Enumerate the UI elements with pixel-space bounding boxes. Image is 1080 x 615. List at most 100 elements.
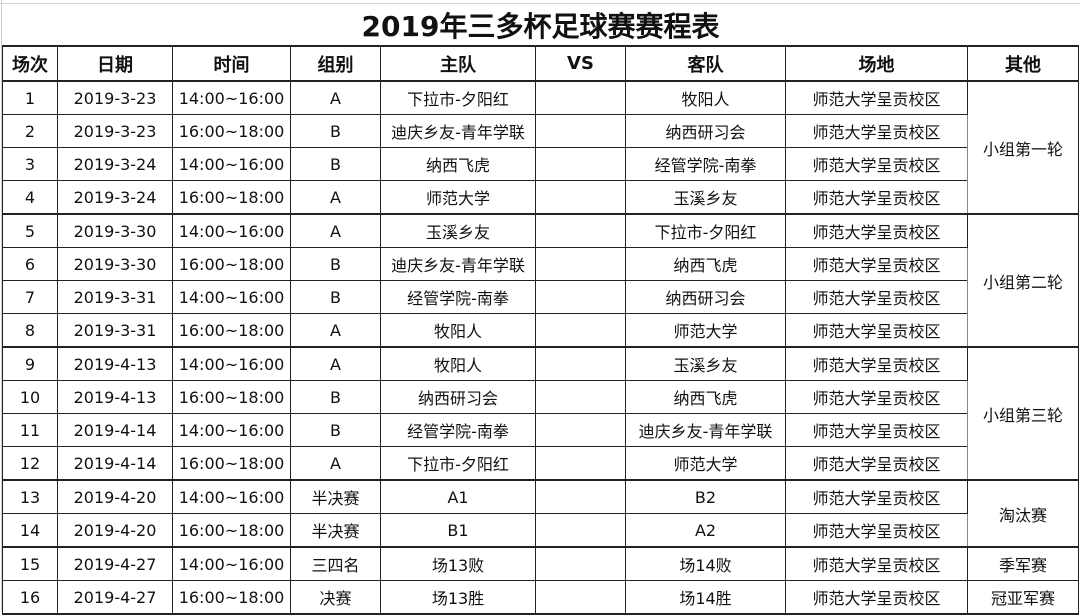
cell-home-team[interactable]: 经管学院-南拳 [380, 413, 536, 447]
cell-other-stage[interactable]: 小组第三轮 [966, 346, 1080, 481]
cell-date[interactable]: 2019-4-13 [57, 346, 173, 381]
cell-venue[interactable]: 师范大学呈贡校区 [785, 147, 968, 181]
cell-venue[interactable]: 师范大学呈贡校区 [785, 446, 968, 481]
cell-venue[interactable]: 师范大学呈贡校区 [785, 213, 968, 248]
cell-match-no[interactable]: 8 [2, 313, 58, 348]
cell-away-team[interactable]: 牧阳人 [625, 80, 786, 115]
cell-venue[interactable]: 师范大学呈贡校区 [785, 380, 968, 414]
cell-vs[interactable] [535, 147, 626, 181]
cell-time[interactable]: 16:00~18:00 [172, 580, 291, 615]
cell-vs[interactable] [535, 513, 626, 548]
cell-away-team[interactable]: 经管学院-南拳 [625, 147, 786, 181]
cell-time[interactable]: 14:00~16:00 [172, 413, 291, 447]
cell-venue[interactable]: 师范大学呈贡校区 [785, 546, 968, 581]
cell-date[interactable]: 2019-3-23 [57, 114, 173, 148]
cell-group[interactable]: B [290, 280, 381, 314]
cell-other-stage[interactable]: 季军赛 [966, 546, 1080, 581]
cell-group[interactable]: 半决赛 [290, 479, 381, 514]
cell-venue[interactable]: 师范大学呈贡校区 [785, 80, 968, 115]
cell-venue[interactable]: 师范大学呈贡校区 [785, 313, 968, 348]
cell-other-stage[interactable]: 淘汰赛 [966, 479, 1080, 548]
cell-time[interactable]: 14:00~16:00 [172, 479, 291, 514]
cell-venue[interactable]: 师范大学呈贡校区 [785, 247, 968, 281]
cell-vs[interactable] [535, 546, 626, 581]
cell-away-team[interactable]: 玉溪乡友 [625, 180, 786, 215]
cell-date[interactable]: 2019-3-24 [57, 180, 173, 215]
header-match-no[interactable]: 场次 [2, 45, 58, 82]
cell-match-no[interactable]: 15 [2, 546, 58, 581]
cell-time[interactable]: 16:00~18:00 [172, 513, 291, 548]
cell-time[interactable]: 16:00~18:00 [172, 446, 291, 481]
cell-vs[interactable] [535, 446, 626, 481]
cell-vs[interactable] [535, 313, 626, 348]
cell-match-no[interactable]: 14 [2, 513, 58, 548]
cell-home-team[interactable]: 牧阳人 [380, 313, 536, 348]
cell-other-stage[interactable]: 冠亚军赛 [966, 580, 1080, 615]
cell-time[interactable]: 16:00~18:00 [172, 180, 291, 215]
cell-home-team[interactable]: A1 [380, 479, 536, 514]
cell-group[interactable]: B [290, 147, 381, 181]
cell-away-team[interactable]: 玉溪乡友 [625, 346, 786, 381]
cell-home-team[interactable]: 纳西研习会 [380, 380, 536, 414]
cell-away-team[interactable]: A2 [625, 513, 786, 548]
cell-home-team[interactable]: 场13胜 [380, 580, 536, 615]
header-vs[interactable]: VS [535, 45, 626, 82]
cell-match-no[interactable]: 6 [2, 247, 58, 281]
cell-away-team[interactable]: 场14败 [625, 546, 786, 581]
cell-time[interactable]: 16:00~18:00 [172, 247, 291, 281]
cell-venue[interactable]: 师范大学呈贡校区 [785, 413, 968, 447]
cell-other-stage[interactable]: 小组第二轮 [966, 213, 1080, 348]
cell-away-team[interactable]: 纳西研习会 [625, 114, 786, 148]
header-away-team[interactable]: 客队 [625, 45, 786, 82]
cell-match-no[interactable]: 11 [2, 413, 58, 447]
cell-match-no[interactable]: 10 [2, 380, 58, 414]
cell-vs[interactable] [535, 380, 626, 414]
cell-home-team[interactable]: 迪庆乡友-青年学联 [380, 247, 536, 281]
cell-venue[interactable]: 师范大学呈贡校区 [785, 180, 968, 215]
cell-time[interactable]: 14:00~16:00 [172, 80, 291, 115]
cell-date[interactable]: 2019-3-30 [57, 247, 173, 281]
cell-away-team[interactable]: 迪庆乡友-青年学联 [625, 413, 786, 447]
cell-group[interactable]: B [290, 247, 381, 281]
cell-home-team[interactable]: 迪庆乡友-青年学联 [380, 114, 536, 148]
cell-vs[interactable] [535, 180, 626, 215]
cell-away-team[interactable]: 纳西飞虎 [625, 247, 786, 281]
cell-time[interactable]: 14:00~16:00 [172, 546, 291, 581]
header-other[interactable]: 其他 [966, 45, 1080, 82]
cell-date[interactable]: 2019-4-13 [57, 380, 173, 414]
cell-time[interactable]: 16:00~18:00 [172, 380, 291, 414]
cell-away-team[interactable]: 纳西飞虎 [625, 380, 786, 414]
cell-away-team[interactable]: 下拉市-夕阳红 [625, 213, 786, 248]
cell-venue[interactable]: 师范大学呈贡校区 [785, 580, 968, 615]
cell-group[interactable]: A [290, 213, 381, 248]
cell-group[interactable]: B [290, 413, 381, 447]
cell-away-team[interactable]: 纳西研习会 [625, 280, 786, 314]
cell-vs[interactable] [535, 247, 626, 281]
header-date[interactable]: 日期 [57, 45, 173, 82]
cell-date[interactable]: 2019-4-14 [57, 446, 173, 481]
cell-match-no[interactable]: 9 [2, 346, 58, 381]
cell-match-no[interactable]: 3 [2, 147, 58, 181]
header-time[interactable]: 时间 [172, 45, 291, 82]
cell-group[interactable]: A [290, 313, 381, 348]
cell-vs[interactable] [535, 346, 626, 381]
cell-venue[interactable]: 师范大学呈贡校区 [785, 280, 968, 314]
cell-away-team[interactable]: 师范大学 [625, 446, 786, 481]
cell-group[interactable]: A [290, 446, 381, 481]
cell-date[interactable]: 2019-4-20 [57, 479, 173, 514]
cell-time[interactable]: 16:00~18:00 [172, 313, 291, 348]
cell-home-team[interactable]: 牧阳人 [380, 346, 536, 381]
cell-away-team[interactable]: B2 [625, 479, 786, 514]
cell-group[interactable]: B [290, 114, 381, 148]
cell-date[interactable]: 2019-4-14 [57, 413, 173, 447]
cell-home-team[interactable]: 师范大学 [380, 180, 536, 215]
header-venue[interactable]: 场地 [785, 45, 968, 82]
cell-match-no[interactable]: 1 [2, 80, 58, 115]
cell-home-team[interactable]: 玉溪乡友 [380, 213, 536, 248]
cell-vs[interactable] [535, 580, 626, 615]
cell-match-no[interactable]: 5 [2, 213, 58, 248]
cell-match-no[interactable]: 4 [2, 180, 58, 215]
cell-date[interactable]: 2019-4-20 [57, 513, 173, 548]
cell-date[interactable]: 2019-3-30 [57, 213, 173, 248]
cell-home-team[interactable]: 经管学院-南拳 [380, 280, 536, 314]
